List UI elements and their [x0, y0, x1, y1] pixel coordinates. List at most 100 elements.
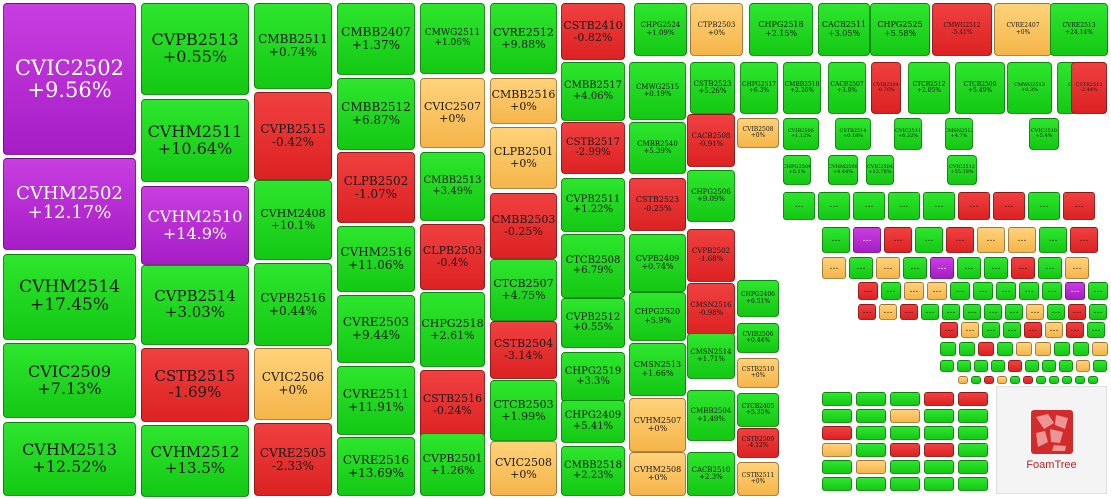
collapsed-tile[interactable]: …	[1042, 282, 1062, 300]
tile-ctcb2512[interactable]: CTCB2512 +2.05%	[908, 62, 950, 114]
collapsed-tile[interactable]	[924, 477, 954, 491]
collapsed-tile[interactable]	[924, 460, 954, 474]
tile-cvic2510[interactable]: CVIC2510 +5.4%	[1029, 118, 1059, 150]
collapsed-tile[interactable]: …	[881, 282, 901, 300]
collapsed-tile[interactable]: …	[903, 257, 927, 279]
tile-cacb2508[interactable]: CACB2508 -0.91%	[687, 114, 735, 167]
collapsed-tile[interactable]	[924, 409, 954, 423]
tile-ctcb2507[interactable]: CTCB2507 +4.75%	[490, 259, 557, 321]
collapsed-tile[interactable]	[1010, 376, 1020, 384]
tile-cstb2510[interactable]: CSTB2510 +0%	[737, 358, 779, 388]
tile-cmsn2513[interactable]: CMSN2513 +1.66%	[629, 343, 686, 396]
tile-cvpb2502[interactable]: CVPB2502 -1.68%	[687, 229, 735, 282]
tile-cstb2512[interactable]: CSTB2512 -2.44%	[1071, 62, 1107, 114]
tile-cvre2513[interactable]: CVRE2513 +24.14%	[1050, 3, 1108, 56]
tile-cvre2505[interactable]: CVRE2505 -2.33%	[254, 423, 332, 496]
collapsed-tile[interactable]	[1092, 342, 1108, 356]
collapsed-tile[interactable]	[856, 409, 886, 423]
tile-cstb2509[interactable]: CSTB2509 -4.12%	[737, 428, 779, 458]
collapsed-tile[interactable]: …	[1024, 322, 1042, 338]
tile-cstb2410[interactable]: CSTB2410 -0.82%	[561, 3, 625, 60]
tile-chpg2517[interactable]: CHPG2517 +6.3%	[740, 62, 778, 114]
collapsed-tile[interactable]: …	[921, 304, 939, 320]
collapsed-tile[interactable]: …	[783, 192, 815, 220]
tile-cmwg2512[interactable]: CMWG2512 -5.41%	[932, 3, 992, 56]
tile-cvhm2507[interactable]: CVHM2507 +0%	[629, 398, 686, 452]
collapsed-tile[interactable]	[1088, 376, 1098, 384]
collapsed-tile[interactable]: …	[1026, 304, 1044, 320]
collapsed-tile[interactable]: …	[1019, 282, 1039, 300]
tile-chpg2520[interactable]: CHPG2520 +5.9%	[629, 292, 686, 341]
collapsed-tile[interactable]: …	[884, 227, 912, 253]
collapsed-tile[interactable]	[1049, 376, 1059, 384]
tile-cmbb2516[interactable]: CMBB2516 +0%	[490, 78, 557, 124]
tile-cmsn2512[interactable]: CMSN2512 +4.7%	[945, 118, 973, 150]
collapsed-tile[interactable]	[958, 460, 988, 474]
tile-cmwg2511[interactable]: CMWG2511 +1.06%	[420, 3, 485, 74]
collapsed-tile[interactable]: …	[1070, 227, 1098, 253]
collapsed-tile[interactable]: …	[822, 227, 850, 253]
collapsed-tile[interactable]	[958, 376, 968, 384]
collapsed-tile[interactable]	[1035, 342, 1051, 356]
tile-cvpb2514[interactable]: CVPB2514 +3.03%	[141, 265, 249, 345]
collapsed-tile[interactable]	[890, 392, 920, 406]
tile-chpg2518[interactable]: CHPG2518 +2.61%	[420, 292, 485, 367]
tile-cstb2517[interactable]: CSTB2517 -2.99%	[561, 122, 625, 174]
collapsed-tile[interactable]	[958, 426, 988, 440]
tile-cmwg2513[interactable]: CMWG2513 +0.3%	[1007, 62, 1052, 114]
collapsed-tile[interactable]: …	[923, 192, 955, 220]
collapsed-tile[interactable]: …	[1005, 304, 1023, 320]
tile-clpb2501[interactable]: CLPB2501 +0%	[490, 127, 557, 189]
tile-chpg2409[interactable]: CHPG2409 +5.41%	[561, 400, 625, 443]
tile-cstb2514[interactable]: CSTB2514 +0.18%	[835, 118, 871, 150]
tile-cmbb2540[interactable]: CMBB2540 +5.39%	[629, 122, 686, 174]
collapsed-tile[interactable]	[971, 376, 981, 384]
tile-cvre2512[interactable]: CVRE2512 +9.88%	[490, 3, 557, 74]
collapsed-tile[interactable]	[1036, 376, 1046, 384]
tile-cvic2506[interactable]: CVIC2506 +0%	[254, 348, 332, 420]
collapsed-tile[interactable]: …	[957, 257, 981, 279]
collapsed-tile[interactable]: …	[915, 227, 943, 253]
collapsed-tile[interactable]	[958, 477, 988, 491]
collapsed-tile[interactable]	[856, 443, 886, 457]
tile-chpg2506[interactable]: CHPG2506 +9.09%	[687, 170, 735, 222]
collapsed-tile[interactable]: …	[849, 257, 873, 279]
collapsed-tile[interactable]: …	[1011, 257, 1035, 279]
tile-cvic2502[interactable]: CVIC2502 +9.56%	[3, 3, 136, 155]
collapsed-tile[interactable]: …	[1065, 257, 1089, 279]
collapsed-tile[interactable]	[822, 460, 852, 474]
tile-cvpb2511[interactable]: CVPB2511 +1.22%	[561, 178, 625, 232]
tile-cacb2511[interactable]: CACB2511 +3.05%	[818, 3, 870, 56]
collapsed-tile[interactable]	[1008, 360, 1022, 372]
collapsed-tile[interactable]: …	[1088, 282, 1108, 300]
collapsed-tile[interactable]: …	[1066, 322, 1084, 338]
collapsed-tile[interactable]: …	[984, 304, 1002, 320]
collapsed-tile[interactable]: …	[1089, 304, 1107, 320]
tile-cvpb2515[interactable]: CVPB2515 -0.42%	[254, 92, 332, 180]
collapsed-tile[interactable]	[978, 342, 994, 356]
collapsed-tile[interactable]	[958, 392, 988, 406]
collapsed-tile[interactable]	[1093, 360, 1107, 372]
collapsed-tile[interactable]	[890, 426, 920, 440]
collapsed-tile[interactable]: …	[853, 192, 885, 220]
tile-cvhm2511[interactable]: CVHM2511 +10.64%	[141, 99, 249, 182]
collapsed-tile[interactable]: …	[963, 304, 981, 320]
collapsed-tile[interactable]: …	[977, 227, 1005, 253]
collapsed-tile[interactable]	[856, 477, 886, 491]
collapsed-tile[interactable]: …	[973, 282, 993, 300]
tile-chpg2406[interactable]: CHPG2406 +6.51%	[737, 280, 779, 317]
tile-cacb2510[interactable]: CACB2510 +2.3%	[687, 452, 735, 496]
tile-cstb2516[interactable]: CSTB2516 -0.24%	[420, 370, 485, 440]
collapsed-tile[interactable]: …	[1003, 322, 1021, 338]
tile-cvhm2512[interactable]: CVHM2512 +13.5%	[141, 425, 249, 497]
collapsed-tile[interactable]: …	[1038, 257, 1062, 279]
tile-cmsn2516[interactable]: CMSN2516 -0.98%	[687, 283, 735, 336]
tile-cvhm2408[interactable]: CVHM2408 +10.1%	[254, 180, 332, 260]
collapsed-tile[interactable]	[890, 477, 920, 491]
collapsed-tile[interactable]: …	[993, 192, 1025, 220]
collapsed-tile[interactable]: …	[876, 257, 900, 279]
tile-cvic2512[interactable]: CVIC2512 +55.29%	[947, 155, 977, 185]
tile-cvhm2513[interactable]: CVHM2513 +12.52%	[3, 422, 136, 496]
tile-cmbb2503[interactable]: CMBB2503 -0.25%	[490, 193, 557, 259]
collapsed-tile[interactable]	[890, 409, 920, 423]
